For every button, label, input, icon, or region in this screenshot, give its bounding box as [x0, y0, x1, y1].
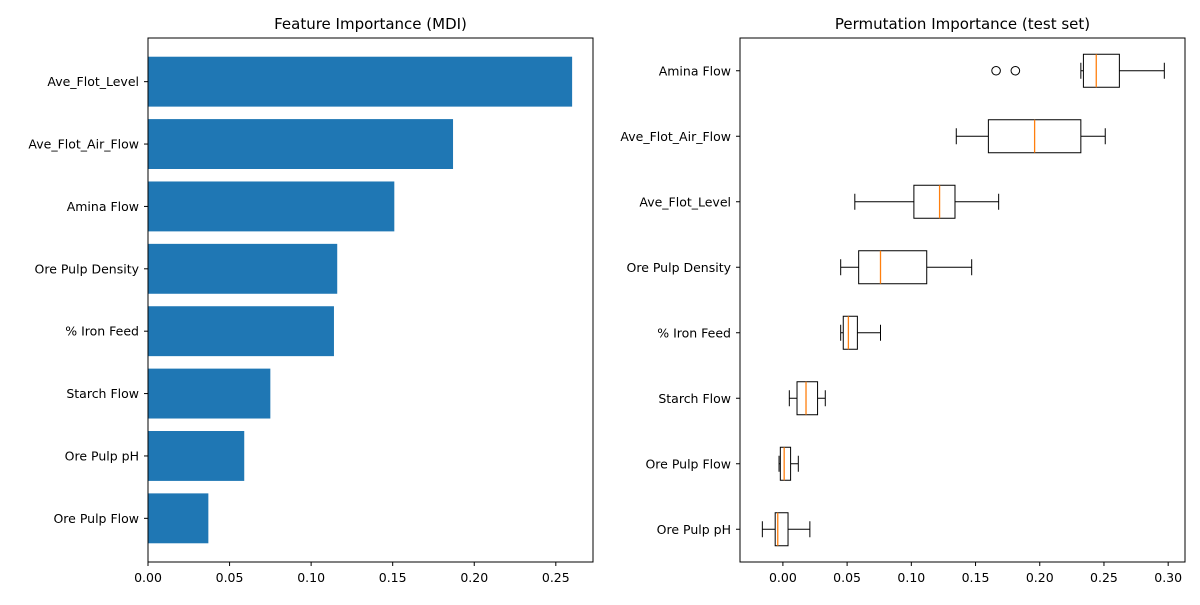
x-tick-label: 0.15 — [379, 570, 407, 585]
bar-amina-flow — [148, 181, 395, 232]
y-tick-label: Ave_Flot_Air_Flow — [620, 129, 731, 144]
x-tick-label: 0.05 — [833, 570, 861, 585]
mdi-importance-chart: Feature Importance (MDI) Ave_Flot_LevelA… — [28, 15, 594, 585]
y-tick-label: Ore Pulp Density — [626, 260, 731, 275]
permutation-plot-frame — [739, 37, 1186, 563]
y-tick-label: Amina Flow — [67, 199, 139, 214]
x-tick-label: 0.20 — [460, 570, 488, 585]
y-tick-label: Starch Flow — [658, 391, 731, 406]
iqr-box — [796, 381, 819, 416]
x-tick-label: 0.30 — [1154, 570, 1182, 585]
y-tick-label: % Iron Feed — [657, 325, 731, 340]
mdi-plot-frame — [147, 37, 594, 563]
bar-ore-pulp-density — [148, 243, 338, 294]
x-tick-label: 0.25 — [1090, 570, 1118, 585]
x-tick-label: 0.10 — [297, 570, 325, 585]
box-amina-flow — [991, 53, 1165, 88]
bar-ore-pulp-flow — [148, 493, 209, 544]
y-tick-label: Ore Pulp Flow — [645, 456, 731, 471]
box-starch-flow — [788, 381, 826, 416]
box-ave-flot-level — [854, 184, 1000, 219]
y-tick-label: Ore Pulp Flow — [53, 511, 139, 526]
box-ore-pulp-ph — [761, 512, 811, 547]
permutation-importance-chart: Permutation Importance (test set) Amina … — [620, 15, 1186, 585]
x-tick-label: 0.15 — [962, 570, 990, 585]
permutation-chart-title: Permutation Importance (test set) — [835, 15, 1090, 33]
mdi-y-axis-ticks: Ave_Flot_Level Ave_Flot_Air_Flow Amina Flo… — [28, 74, 148, 526]
box-ore-pulp-flow — [778, 446, 799, 481]
bar-ore-pulp-ph — [148, 431, 245, 481]
x-tick-label: 0.00 — [769, 570, 797, 585]
permutation-x-axis-ticks: 0.00 0.05 0.10 0.15 0.20 0.25 0.30 — [769, 562, 1182, 585]
iqr-box — [779, 446, 792, 481]
mdi-chart-title: Feature Importance (MDI) — [274, 15, 467, 33]
y-tick-label: Ave_Flot_Level — [639, 194, 731, 209]
bar-starch-flow — [148, 368, 271, 419]
bar-ave-flot-level — [148, 56, 573, 107]
iqr-box — [913, 184, 956, 219]
box-ave-flot-air-flow — [955, 119, 1106, 154]
iqr-box — [774, 512, 789, 547]
y-tick-label: Amina Flow — [659, 63, 731, 78]
box-ore-pulp-density — [840, 250, 973, 285]
mdi-x-axis-ticks: 0.00 0.05 0.10 0.15 0.20 0.25 — [134, 562, 570, 585]
y-tick-label: % Iron Feed — [65, 324, 139, 339]
x-tick-label: 0.20 — [1026, 570, 1054, 585]
mdi-bars — [148, 56, 573, 544]
iqr-box — [1082, 53, 1120, 88]
y-tick-label: Starch Flow — [66, 386, 139, 401]
outlier-point — [1010, 65, 1021, 76]
permutation-y-axis-ticks: Amina Flow Ave_Flot_Air_Flow Ave_Flot_Leve… — [620, 63, 740, 537]
y-tick-label: Ore Pulp pH — [65, 448, 139, 463]
outlier-point — [991, 65, 1001, 76]
x-tick-label: 0.00 — [134, 570, 162, 585]
y-tick-label: Ore Pulp Density — [34, 261, 139, 276]
bar-iron-feed — [148, 306, 334, 357]
permutation-boxes — [761, 53, 1165, 547]
iqr-box — [842, 315, 858, 350]
iqr-box — [858, 250, 928, 285]
x-tick-label: 0.05 — [216, 570, 244, 585]
box-iron-feed — [840, 315, 881, 350]
bar-ave-flot-air-flow — [148, 119, 454, 169]
y-tick-label: Ore Pulp pH — [657, 522, 731, 537]
x-tick-label: 0.10 — [897, 570, 925, 585]
x-tick-label: 0.25 — [542, 570, 570, 585]
y-tick-label: Ave_Flot_Air_Flow — [28, 137, 139, 152]
y-tick-label: Ave_Flot_Level — [47, 74, 139, 89]
